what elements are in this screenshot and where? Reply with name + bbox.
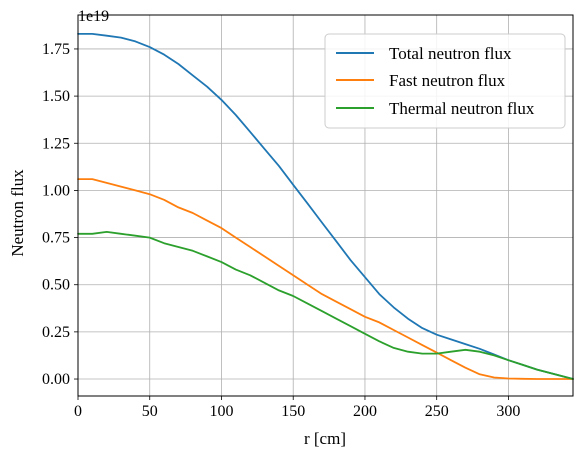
legend-label-thermal: Thermal neutron flux bbox=[389, 99, 535, 118]
x-axis-title: r [cm] bbox=[304, 429, 346, 448]
y-tick-label: 1.00 bbox=[42, 182, 70, 199]
x-tick-label: 300 bbox=[496, 403, 520, 420]
axis-ticks: 0 50 100 150 200 250 300 0.00 0.25 0.50 0.75 1.00 1.… bbox=[42, 41, 520, 420]
legend-label-total: Total neutron flux bbox=[389, 44, 512, 63]
y-tick-label: 1.75 bbox=[42, 41, 70, 58]
y-tick-label: 0.00 bbox=[42, 371, 70, 388]
x-tick-label: 100 bbox=[209, 403, 233, 420]
y-tick-label: 0.25 bbox=[42, 324, 70, 341]
x-tick-label: 50 bbox=[142, 403, 158, 420]
x-tick-label: 250 bbox=[425, 403, 449, 420]
x-tick-label: 200 bbox=[353, 403, 377, 420]
y-tick-label: 1.50 bbox=[42, 88, 70, 105]
series-line-2 bbox=[77, 230, 574, 380]
series-lines bbox=[77, 33, 574, 380]
y-axis-title: Neutron flux bbox=[8, 169, 27, 257]
series-line-0 bbox=[77, 33, 574, 380]
y-tick-label: 0.75 bbox=[42, 230, 70, 247]
x-tick-label: 0 bbox=[74, 403, 82, 420]
legend-frame bbox=[324, 33, 566, 129]
plot-frame bbox=[77, 14, 574, 397]
legend-label-fast: Fast neutron flux bbox=[389, 71, 506, 90]
y-tick-label: 1.25 bbox=[42, 135, 70, 152]
legend: Total neutron flux Fast neutron flux The… bbox=[324, 33, 566, 129]
y-offset-label: 1e19 bbox=[78, 8, 109, 25]
x-tick-label: 150 bbox=[281, 403, 305, 420]
y-tick-label: 0.50 bbox=[42, 277, 70, 294]
series-line-1 bbox=[77, 178, 574, 380]
